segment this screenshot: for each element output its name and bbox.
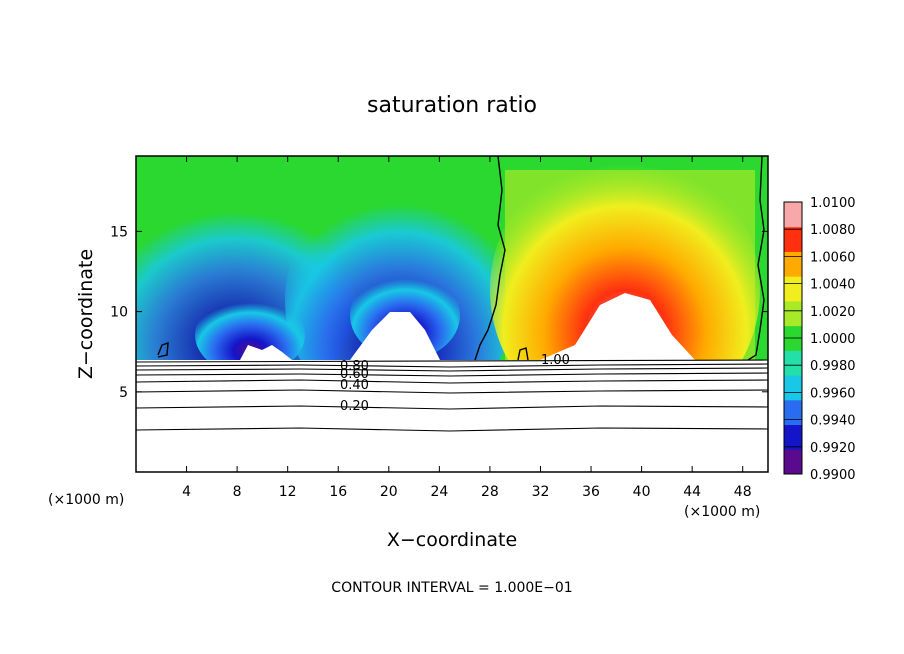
colorbar-segment	[784, 399, 802, 426]
colorbar-tick-label: 1.0100	[810, 196, 856, 211]
colorbar: 1.0100 1.0080 1.0060 1.0040 1.0020 1.0000 0.99…	[783, 196, 856, 483]
colorbar-segment	[784, 226, 802, 252]
colorbar-tick-label: 1.0060	[810, 250, 856, 265]
x-tick-label: 32	[532, 484, 550, 500]
colorbar-tick-label: 0.9960	[810, 386, 856, 401]
colorbar-tick-label: 1.0040	[810, 278, 856, 293]
colorbar-tick-label: 1.0080	[810, 223, 856, 238]
chart-title: saturation ratio	[367, 93, 537, 118]
x-unit-right: (×1000 m)	[684, 504, 760, 520]
colorbar-tick-label: 1.0020	[810, 305, 856, 320]
contour-line-1.00	[157, 156, 765, 361]
x-unit-left: (×1000 m)	[48, 492, 124, 508]
x-tick-label: 16	[329, 484, 347, 500]
contour-label-1.00: 1.00	[541, 353, 570, 368]
colorbar-segments	[784, 202, 802, 475]
x-tick-label: 4	[182, 484, 191, 500]
x-tick-label: 20	[380, 484, 398, 500]
x-tick-label: 12	[279, 484, 297, 500]
y-tick-label: 5	[119, 385, 128, 401]
colorbar-segment	[784, 251, 802, 277]
x-tick-label: 8	[233, 484, 242, 500]
colorbar-tick-label: 0.9980	[810, 359, 856, 374]
x-tick-label: 24	[430, 484, 448, 500]
contour-label-0.40: 0.40	[340, 378, 369, 393]
x-axis-label: X−coordinate	[387, 529, 517, 551]
y-axis-ticks: 5 10 15	[110, 224, 768, 401]
colorbar-tick-label: 0.9920	[810, 441, 856, 456]
x-tick-label: 28	[481, 484, 499, 500]
y-tick-label: 15	[110, 224, 128, 240]
plot-area: 1.00 0.80 0.60 0.40 0.20	[136, 156, 768, 472]
colorbar-segment	[784, 300, 802, 327]
colorbar-segment	[784, 424, 802, 450]
contour-interval-note: CONTOUR INTERVAL = 1.000E−01	[331, 580, 572, 596]
colorbar-tick-label: 1.0000	[810, 332, 856, 347]
contour-labels: 1.00 0.80 0.60 0.40 0.20	[340, 353, 570, 414]
x-tick-label: 36	[582, 484, 600, 500]
colorbar-segment	[784, 449, 802, 475]
contour-label-0.20: 0.20	[340, 399, 369, 414]
colorbar-tick-label: 0.9940	[810, 414, 856, 429]
x-tick-label: 40	[633, 484, 651, 500]
y-axis-label: Z−coordinate	[75, 249, 97, 379]
x-tick-label: 48	[734, 484, 752, 500]
y-tick-label: 10	[110, 305, 128, 321]
colorbar-segment	[784, 202, 802, 228]
colorbar-segment	[784, 375, 802, 401]
x-tick-label: 44	[683, 484, 701, 500]
contour-label-0.80: 0.80	[340, 359, 369, 374]
x-axis-ticks: 4 8 12 16 20 24 28 32 36 40 44 48	[182, 156, 752, 500]
subsurface-contours	[136, 359, 768, 432]
colorbar-segment	[784, 276, 802, 302]
colorbar-labels: 1.0100 1.0080 1.0060 1.0040 1.0020 1.0000 0.99…	[784, 196, 856, 483]
colorbar-tick-label: 0.9900	[810, 468, 856, 483]
colorbar-segment	[784, 350, 802, 376]
contour-label-0.60: 0.60	[340, 367, 369, 382]
plot-frame	[135, 155, 769, 473]
